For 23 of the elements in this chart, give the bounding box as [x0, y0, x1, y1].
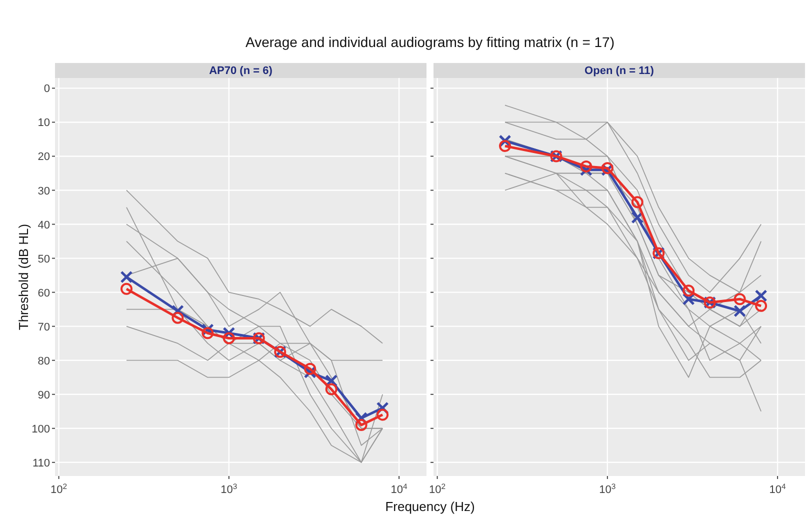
- y-tick-label: 90: [38, 389, 50, 402]
- y-axis-title: Threshold (dB HL): [16, 224, 31, 330]
- y-tick-label: 110: [32, 457, 50, 470]
- x-tick-label: 10$^{2}$: [50, 482, 68, 496]
- y-tick-label: 50: [38, 253, 50, 266]
- chart-subtitle: Open (n = 11): [584, 65, 654, 77]
- chart-title: Average and individual audiograms by fitting matrix (n = 17): [246, 34, 614, 50]
- y-tick-label: 80: [38, 355, 50, 368]
- y-tick-label: 10: [38, 117, 50, 130]
- x-tick-label: 10$^{4}$: [769, 482, 787, 496]
- x-tick-label: 10$^{4}$: [390, 482, 408, 496]
- x-tick-label: 10$^{3}$: [599, 482, 616, 496]
- x-tick-label: 10$^{3}$: [220, 482, 238, 496]
- y-tick-label: 70: [38, 321, 50, 334]
- x-axis-title: Frequency (Hz): [385, 499, 475, 514]
- y-tick-label: 20: [38, 151, 50, 164]
- y-tick-label: 100: [32, 423, 50, 436]
- y-tick-label: 30: [38, 185, 50, 198]
- y-tick-label: 0: [44, 83, 50, 96]
- x-tick-label: 10$^{2}$: [429, 482, 446, 496]
- y-tick-label: 40: [38, 219, 50, 232]
- chart-subtitle: AP70 (n = 6): [209, 65, 273, 77]
- y-tick-label: 60: [38, 287, 50, 300]
